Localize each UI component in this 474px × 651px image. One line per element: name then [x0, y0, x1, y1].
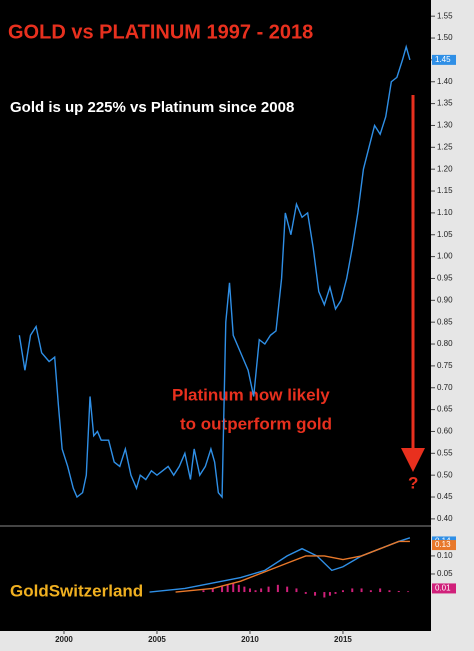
- y-tick-label: 0.10: [437, 551, 453, 560]
- y-tick-label: 1.40: [437, 77, 453, 86]
- histogram-bar: [397, 590, 400, 593]
- histogram-bar: [260, 588, 263, 593]
- y-tick-label: 1.50: [437, 33, 453, 42]
- annotation: to outperform gold: [180, 414, 332, 433]
- y-tick-label: 0.75: [437, 361, 453, 370]
- histogram-bar: [334, 592, 337, 594]
- histogram-bar: [360, 588, 363, 593]
- y-tick-label: 0.70: [437, 383, 453, 392]
- histogram-bar: [243, 586, 246, 593]
- last-value-box: [432, 583, 456, 594]
- histogram-bar: [237, 584, 240, 593]
- y-tick-label: 1.35: [437, 99, 453, 108]
- histogram-bar: [295, 588, 298, 593]
- histogram-bar: [254, 590, 257, 593]
- y-tick-label: 0.55: [437, 448, 453, 457]
- histogram-bar: [407, 591, 410, 593]
- histogram-bar: [304, 592, 307, 594]
- annotation: Platinum now likely: [172, 385, 330, 404]
- y-tick-label: 1.15: [437, 186, 453, 195]
- y-tick-label: 1.20: [437, 164, 453, 173]
- histogram-bar: [369, 590, 372, 593]
- y-tick-label: 1.55: [437, 11, 453, 20]
- subtitle: Gold is up 225% vs Platinum since 2008: [10, 99, 294, 116]
- y-tick-label: 0.45: [437, 492, 453, 501]
- histogram-bar: [232, 583, 235, 593]
- x-tick-label: 2000: [55, 635, 73, 644]
- last-value-box: [432, 54, 456, 65]
- x-tick-label: 2015: [334, 635, 352, 644]
- y-tick-label: 0.05: [437, 569, 453, 578]
- histogram-bar: [323, 592, 326, 598]
- y-tick-label: 0.40: [437, 514, 453, 523]
- x-tick-label: 2005: [148, 635, 166, 644]
- bottom-axis-panel: [0, 631, 474, 651]
- y-tick-label: 0.50: [437, 470, 453, 479]
- y-tick-label: 1.25: [437, 142, 453, 151]
- histogram-bar: [379, 588, 382, 593]
- last-value-box: [432, 540, 456, 551]
- annotation: ?: [408, 473, 418, 492]
- histogram-bar: [248, 588, 251, 593]
- y-tick-label: 1.00: [437, 252, 453, 261]
- y-tick-label: 0.95: [437, 274, 453, 283]
- histogram-bar: [351, 588, 354, 593]
- histogram-bar: [221, 586, 224, 593]
- x-tick-label: 2010: [241, 635, 259, 644]
- y-tick-label: 0.80: [437, 339, 453, 348]
- ratio-line: [18, 44, 411, 499]
- chart-title: GOLD vs PLATINUM 1997 - 2018: [8, 21, 313, 43]
- last-value-label: 0.01: [435, 584, 451, 593]
- y-tick-label: 0.60: [437, 427, 453, 436]
- histogram-bar: [267, 586, 270, 593]
- histogram-bar: [226, 584, 229, 593]
- y-tick-label: 1.05: [437, 230, 453, 239]
- histogram-bar: [202, 590, 205, 593]
- histogram-bar: [286, 586, 289, 593]
- y-tick-label: 1.30: [437, 121, 453, 130]
- last-value-label: 0.13: [435, 540, 451, 549]
- y-tick-label: 1.10: [437, 208, 453, 217]
- histogram-bar: [276, 584, 279, 593]
- histogram-bar: [341, 590, 344, 593]
- y-tick-label: 0.90: [437, 295, 453, 304]
- y-tick-label: 0.65: [437, 405, 453, 414]
- annotation: GoldSwitzerland: [10, 581, 143, 600]
- histogram-bar: [211, 588, 214, 593]
- histogram-bar: [388, 590, 391, 593]
- macd-line: [175, 540, 410, 593]
- histogram-bar: [328, 592, 331, 596]
- last-value-label: 1.45: [435, 55, 451, 64]
- histogram-bar: [314, 592, 317, 596]
- y-tick-label: 0.85: [437, 317, 453, 326]
